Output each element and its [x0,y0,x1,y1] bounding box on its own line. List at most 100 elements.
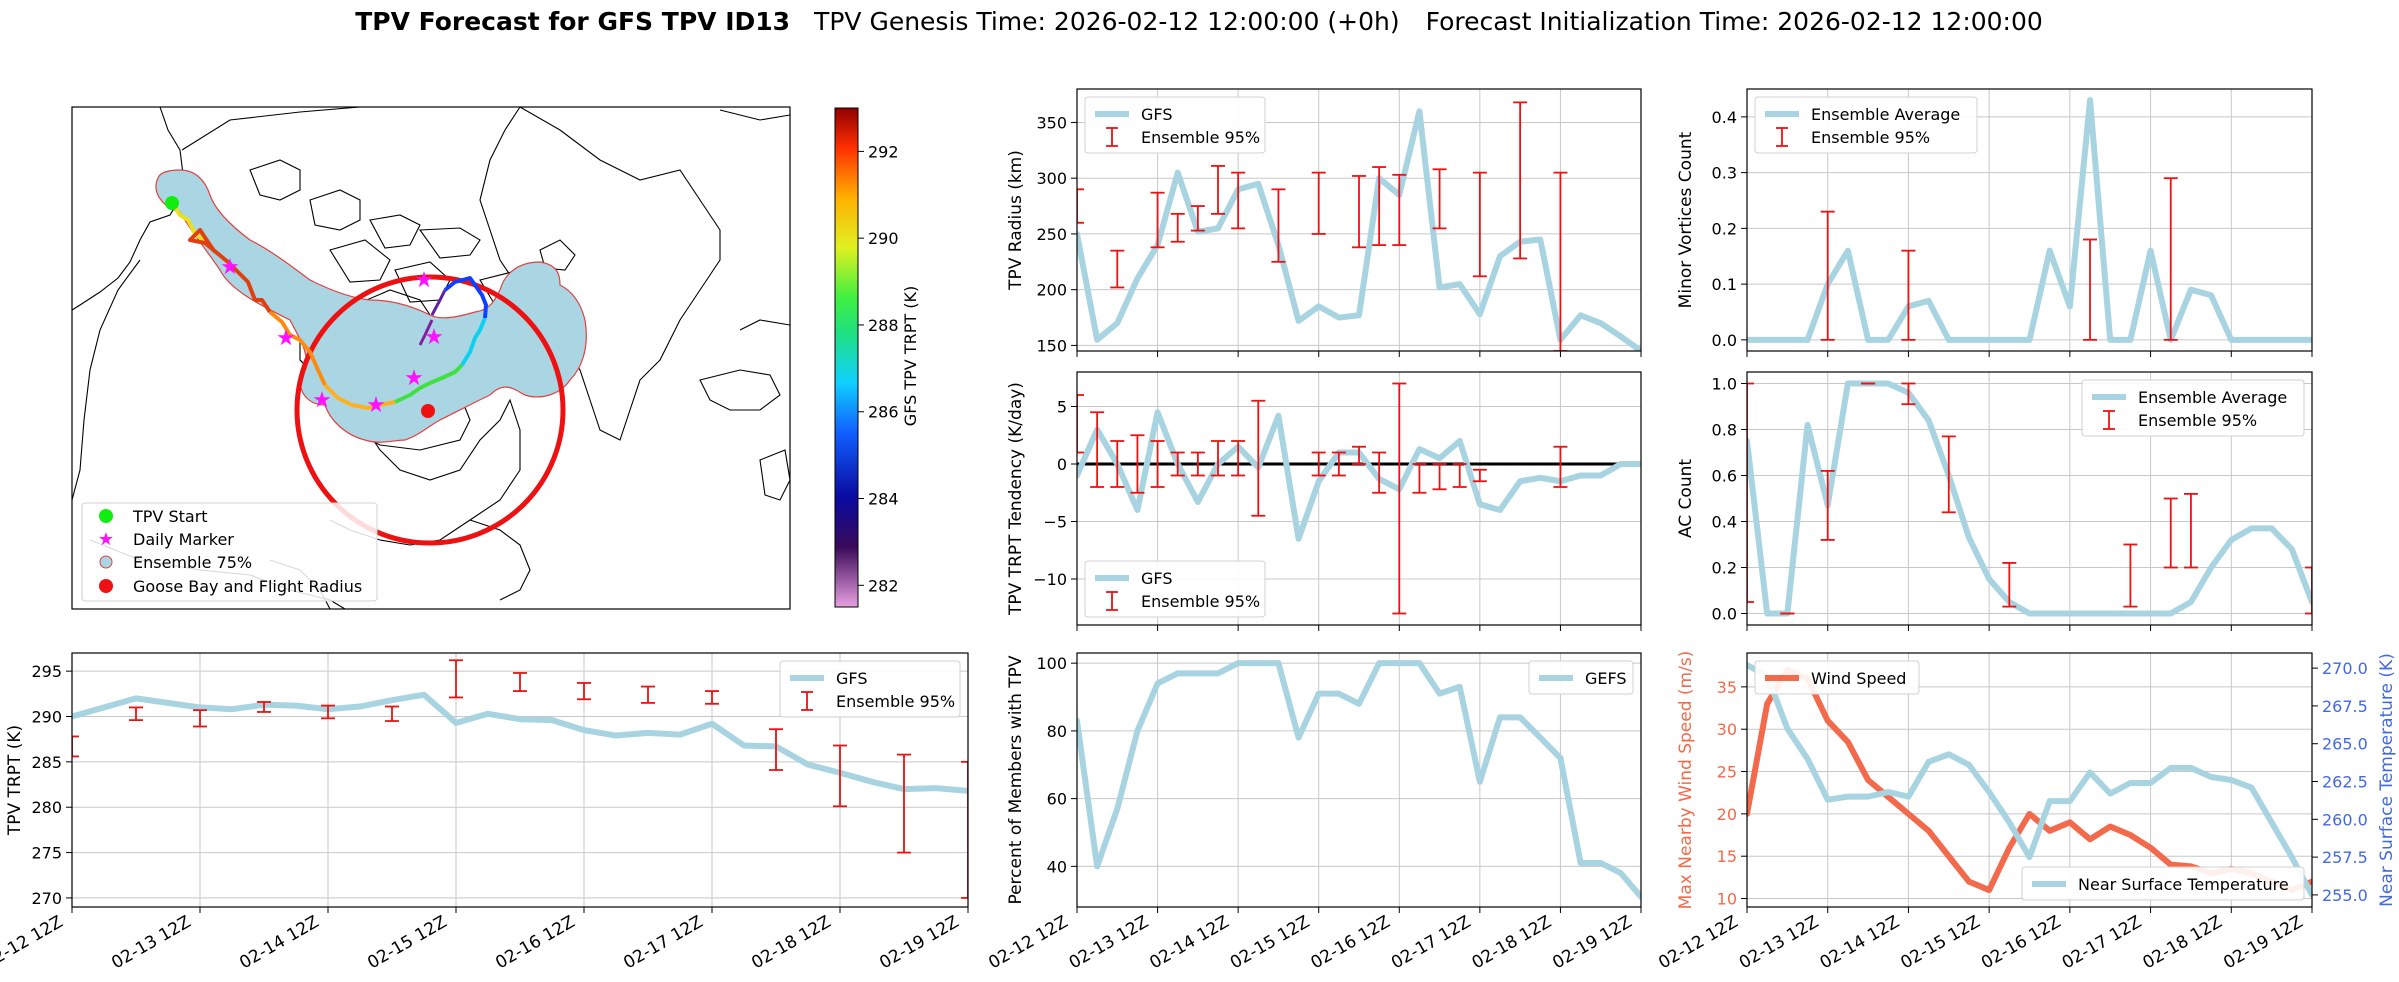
daily-marker: ★ [424,325,444,350]
ensemble-errorbar [1432,168,1447,230]
y-tick-label: 30 [1717,720,1737,739]
title-genesis-time: TPV Genesis Time: 2026-02-12 12:00:00 (+… [813,7,1400,36]
ensemble-errorbar [1372,166,1387,246]
x-tick-label: 02-12 12Z [0,912,67,973]
ensemble-errorbar [1231,171,1246,230]
ensemble-errorbar [1352,445,1366,465]
plot-area [1747,662,2312,898]
y-tick-label: 35 [1717,678,1737,697]
chart-legend: GFS Ensemble 95% [1084,560,1266,618]
series-line-ensemble-average [1747,380,2312,617]
colorbar-tick-label: 286 [868,403,899,422]
chart-trpt: 02-12 12Z 02-13 12Z 02-14 12Z 02-15 12Z 02-1… [0,652,969,973]
map-legend: TPV Start ★ Daily Marker Ensemble 75% Go… [81,502,378,602]
legend-label: GFS [836,669,867,688]
ensemble-errorbar [1170,212,1185,243]
chart-tendency: −10 −5 0 5 TPV TRPT Tendency (K/day) GFS Ensem… [1006,371,1642,631]
colorbar-tick-label: 290 [868,229,899,248]
x-tick-label: 02-13 12Z [108,912,194,973]
x-tick-label: 02-12 12Z [1655,912,1741,973]
ensemble-errorbar [1077,394,1084,454]
series-line-gfs [1077,409,1641,542]
y-axis-label: Percent of Members with TPV [1006,655,1026,904]
ensemble-errorbar [1211,165,1225,215]
chart-legend: GFS Ensemble 95% [1084,96,1266,154]
ensemble-errorbar [1392,382,1407,615]
ensemble-errorbar [1352,175,1366,249]
y-tick-label: 280 [31,798,62,817]
ensemble-errorbar [1130,434,1145,494]
tpv-track-segment-darkpurple [418,319,434,346]
legend-box [1528,660,1634,695]
x-tick-label: 02-14 12Z [236,912,322,973]
chart-frame [1746,88,2313,352]
y-tick-label: 15 [1717,847,1737,866]
y-tick-label: 285 [31,753,62,772]
map-legend-box [81,502,378,602]
figure-title: TPV Forecast for GFS TPV ID13 TPV Genesis… [355,7,2043,36]
y-axis-label: Max Nearby Wind Speed (m/s) [1676,651,1696,910]
ensemble-errorbar [449,659,463,699]
y-tick-label: 250 [1036,225,1067,244]
x-tick-label: 02-15 12Z [1897,912,1983,973]
daily-marker: ★ [366,393,386,418]
legend-errorbar-swatch [1106,127,1118,147]
ensemble-errorbar [1311,451,1326,477]
ensemble-errorbar [1513,101,1528,260]
ensemble-errorbar [1820,210,1835,341]
y-axis-label: TPV TRPT Tendency (K/day) [1006,382,1026,616]
x-tick-label: 02-18 12Z [748,912,834,973]
y-tick-label: 350 [1036,113,1067,132]
y-right-tick-label: 257.5 [2322,848,2368,867]
y-tick-label: 150 [1036,336,1067,355]
ensemble-errorbar [897,753,911,854]
ensemble-errorbar [1110,249,1125,289]
y-tick-label: 270 [31,889,62,908]
ensemble-errorbar [2002,562,2017,608]
colorbar-tick-label: 288 [868,316,899,335]
daily-markers: ★ ★ ★ ★ ★ ★ ★ [220,255,444,418]
ensemble-errorbar [641,685,655,704]
chart-frame [1076,88,1642,352]
legend-errorbar-swatch [1106,591,1118,611]
y-right-tick-label: 255.0 [2322,886,2368,905]
x-tick-label: 02-15 12Z [1227,912,1313,973]
ensemble-errorbar [577,682,591,701]
chart-minor: 0.0 0.1 0.2 0.3 0.4 Minor Vortices Count Ensem… [1676,88,2313,357]
y-tick-label: 0.2 [1712,219,1737,238]
map-legend-label: Daily Marker [133,530,234,549]
x-tick-label: 02-14 12Z [1817,912,1903,973]
tpv-track-segment-green [394,363,464,404]
tpv-track-segment-lightorange [323,383,396,410]
x-tick-label: 02-16 12Z [1978,912,2064,973]
colorbar: 282 284 286 288 290 292 GFS TPV TRPT (K) [834,107,920,608]
chart-legend: GEFS [1528,660,1634,695]
chart-radius: 150 200 250 300 350 TPV Radius (km) GFS Ensembl… [1006,88,1642,357]
y-tick-label: 0 [1057,455,1067,474]
chart-legend: Ensemble Average Ensemble 95% [2081,379,2305,437]
legend-box [1754,660,1920,695]
y-tick-label: 300 [1036,169,1067,188]
ensemble-errorbar [1820,469,1835,541]
daily-marker: ★ [312,388,332,413]
chart-legend: Near Surface Temperature [2021,866,2305,901]
legend-label: Ensemble 95% [1141,128,1260,147]
chart-ac: 0.0 0.2 0.4 0.6 0.8 1.0 AC Count Ensemble Avera… [1676,371,2313,631]
y-tick-label: 295 [31,662,62,681]
ensemble-errorbar [1170,451,1185,477]
colorbar-label: GFS TPV TRPT (K) [901,286,920,426]
legend-label: Ensemble 95% [1811,128,1930,147]
ensemble-errorbar [1412,463,1427,494]
ensemble-errorbar [833,744,847,808]
chart-frame [71,652,969,908]
y-axis-label: AC Count [1676,459,1696,538]
ensemble-errorbar [2163,497,2178,569]
map-legend-label: Goose Bay and Flight Radius [133,577,362,596]
ensemble-errorbar [1553,445,1568,488]
ensemble-errorbar [769,728,783,771]
tpv-track-segment-red [188,228,272,314]
map-legend-label: TPV Start [132,507,208,526]
